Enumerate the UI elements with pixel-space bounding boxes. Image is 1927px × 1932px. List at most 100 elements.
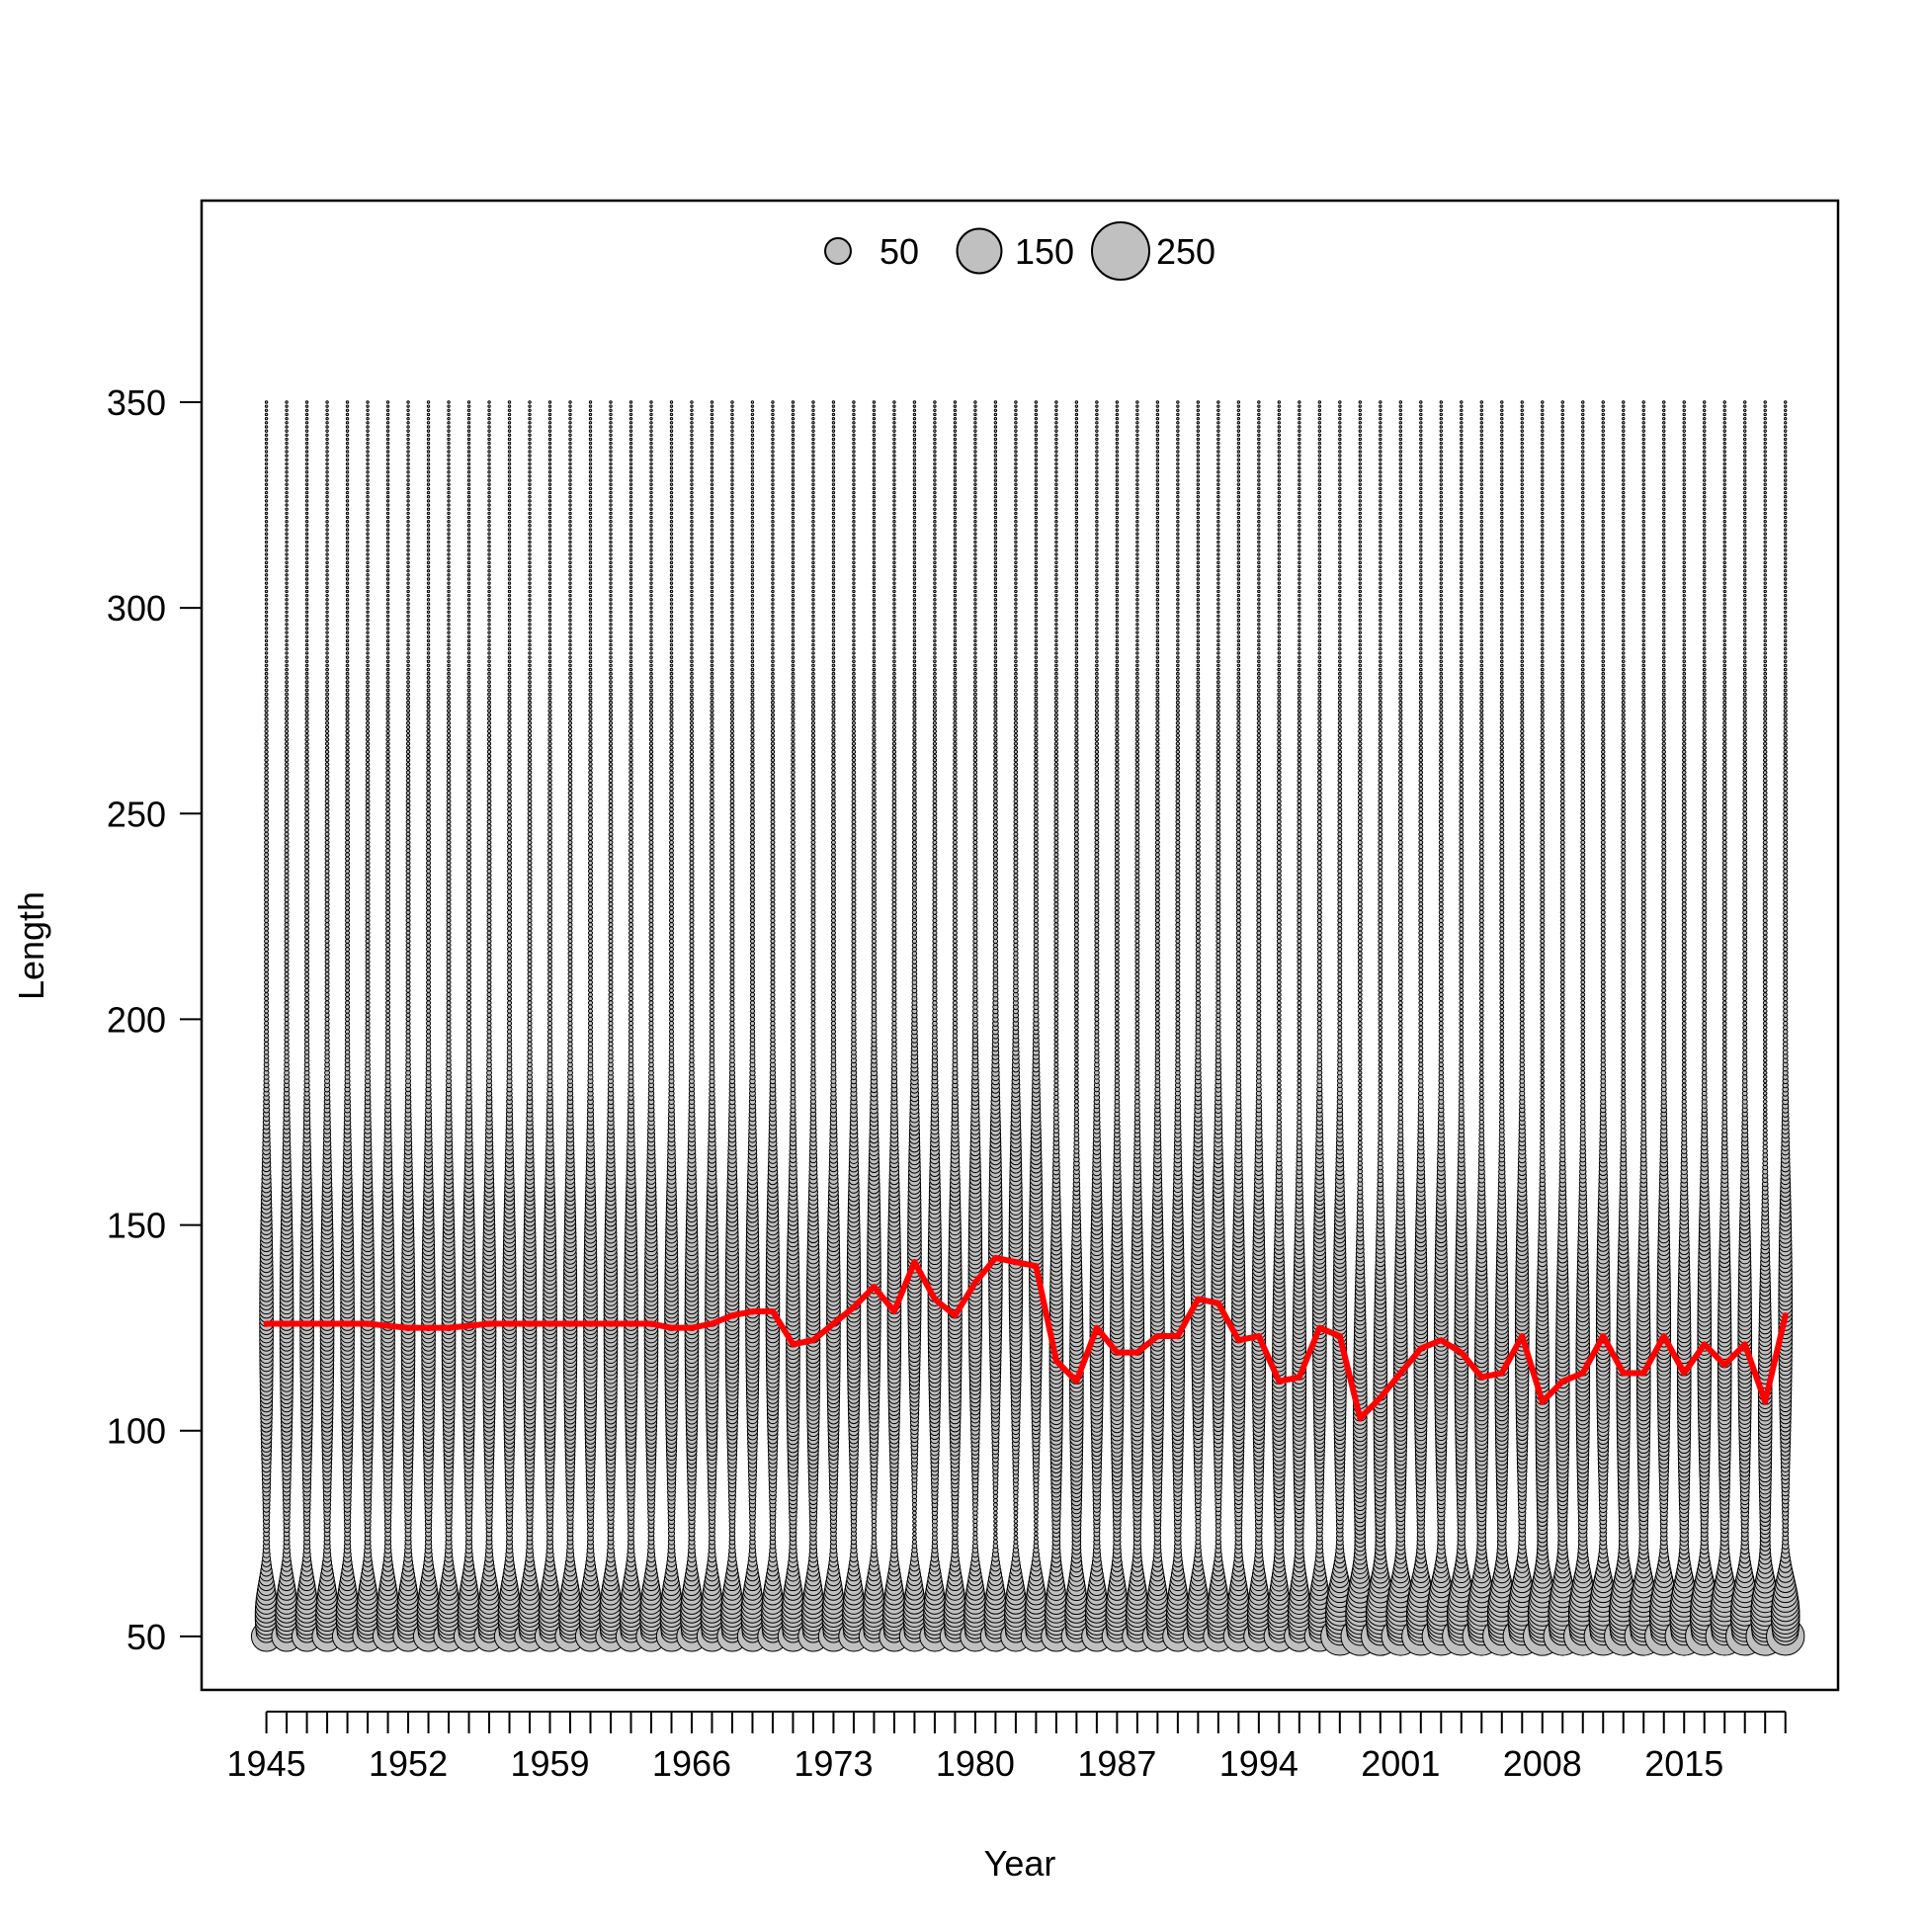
length-bubble: [527, 852, 533, 858]
length-bubble: [324, 741, 330, 746]
length-bubble: [365, 762, 371, 767]
length-bubble: [385, 819, 390, 825]
length-bubble: [405, 1021, 411, 1027]
length-bubble: [284, 791, 290, 796]
length-bubble: [304, 544, 309, 548]
length-bubble: [325, 663, 329, 668]
length-bubble: [568, 454, 572, 458]
length-bubble: [426, 1012, 432, 1018]
length-bubble: [284, 774, 290, 780]
length-bubble: [385, 659, 390, 664]
length-bubble: [324, 996, 330, 1002]
length-bubble: [366, 716, 371, 721]
length-bubble: [264, 688, 269, 693]
length-bubble: [263, 1033, 270, 1039]
length-bubble: [264, 585, 269, 590]
length-bubble: [487, 499, 491, 503]
length-bubble: [406, 450, 410, 454]
length-bubble: [425, 1033, 432, 1039]
length-bubble: [507, 778, 512, 784]
length-bubble: [264, 692, 269, 697]
length-bubble: [527, 983, 533, 989]
length-bubble: [385, 757, 390, 763]
length-bubble: [304, 705, 309, 710]
length-bubble: [345, 823, 350, 829]
length-bubble: [426, 909, 432, 915]
length-bubble: [447, 437, 451, 442]
length-bubble: [446, 786, 452, 792]
length-bubble: [405, 1033, 411, 1039]
length-bubble: [568, 507, 572, 511]
length-bubble: [507, 577, 512, 581]
length-bubble: [507, 938, 513, 944]
length-bubble: [486, 1029, 492, 1035]
length-bubble: [486, 979, 492, 985]
length-bubble: [447, 573, 451, 577]
length-bubble: [567, 753, 573, 759]
length-bubble: [568, 532, 572, 536]
length-bubble: [567, 1033, 573, 1039]
length-bubble: [345, 462, 350, 466]
length-bubble: [426, 630, 431, 634]
length-bubble: [567, 888, 573, 894]
length-bubble: [507, 692, 512, 697]
length-bubble: [466, 709, 471, 714]
length-bubble: [587, 1033, 594, 1039]
length-bubble: [284, 1008, 290, 1014]
length-bubble: [446, 869, 452, 875]
length-bubble: [446, 728, 452, 734]
length-bubble: [528, 655, 532, 659]
length-bubble: [325, 618, 329, 623]
length-bubble: [324, 881, 330, 886]
length-bubble: [385, 720, 390, 725]
length-bubble: [446, 1016, 452, 1022]
length-bubble: [385, 741, 390, 746]
length-bubble: [304, 1000, 310, 1006]
length-bubble: [365, 852, 371, 858]
length-bubble: [546, 897, 553, 903]
length-bubble: [507, 627, 512, 630]
length-bubble: [567, 733, 573, 738]
length-bubble: [466, 971, 472, 977]
length-bubble: [547, 922, 553, 928]
length-bubble: [426, 741, 431, 746]
length-bubble: [567, 1004, 573, 1010]
length-bubble: [406, 713, 411, 717]
length-bubble: [304, 610, 309, 614]
length-bubble: [304, 404, 309, 408]
length-bubble: [426, 404, 431, 408]
length-bubble: [507, 893, 513, 899]
length-bubble: [385, 490, 390, 495]
length-bubble: [507, 511, 512, 516]
length-bubble: [385, 1021, 391, 1027]
length-bubble: [466, 839, 471, 845]
length-bubble: [486, 766, 492, 771]
length-bubble: [588, 979, 593, 985]
length-bubble: [406, 692, 410, 697]
length-bubble: [285, 606, 289, 610]
length-bubble: [446, 1021, 452, 1027]
length-bubble: [447, 515, 451, 520]
length-bubble: [507, 696, 512, 701]
length-bubble: [324, 963, 330, 968]
length-bubble: [466, 676, 471, 680]
length-bubble: [466, 536, 471, 541]
length-bubble: [324, 987, 330, 993]
length-bubble: [264, 610, 269, 614]
length-bubble: [446, 835, 452, 841]
length-bubble: [365, 770, 371, 775]
length-bubble: [324, 983, 330, 989]
length-bubble: [405, 749, 411, 755]
length-bubble: [325, 454, 329, 458]
length-bubble: [527, 791, 533, 796]
length-bubble: [405, 802, 411, 808]
length-bubble: [264, 465, 269, 470]
length-bubble: [507, 524, 512, 528]
length-bubble: [365, 991, 371, 997]
length-bubble: [507, 503, 512, 507]
length-bubble: [304, 676, 309, 680]
length-bubble: [264, 634, 269, 638]
length-bubble: [385, 766, 390, 771]
length-bubble: [345, 470, 350, 474]
length-bubble: [406, 705, 411, 710]
